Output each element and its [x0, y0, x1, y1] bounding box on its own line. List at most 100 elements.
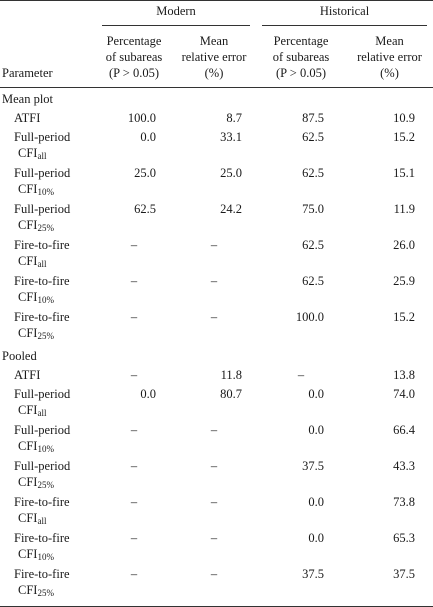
parameter-symbol-subscript: 10%: [37, 187, 54, 197]
column-header-modern-err: Mean relative error (%): [172, 29, 256, 88]
parameter-name: ATFI: [14, 111, 41, 125]
section-title: Mean plot: [2, 92, 54, 106]
value-cell: 75.0: [302, 202, 325, 216]
parameter-name: Fire-to-fire: [14, 495, 70, 509]
parameter-symbol: CFI25%: [14, 582, 96, 601]
value-cell: 65.3: [393, 531, 416, 545]
parameter-cell: Full-period CFI10%: [0, 422, 96, 458]
value-cell: 74.0: [393, 387, 416, 401]
column-header-historical-err: Mean relative error (%): [346, 29, 433, 88]
parameter-name: Full-period: [14, 459, 71, 473]
parameter-symbol-base: CFI: [18, 439, 38, 453]
value-cell: –: [130, 423, 138, 437]
value-cell: 11.9: [393, 202, 416, 216]
header-line: Mean: [199, 34, 229, 48]
parameter-symbol-subscript: 25%: [37, 331, 54, 341]
parameter-name: Fire-to-fire: [14, 531, 70, 545]
parameter-cell: Fire-to-fire CFIall: [0, 494, 96, 530]
table-row: Fire-to-fire CFI25% – –100.0 15.2: [0, 309, 433, 345]
parameter-cell: Fire-to-fire CFIall: [0, 237, 96, 273]
header-line: (%): [204, 66, 224, 80]
parameter-symbol-base: CFI: [18, 146, 38, 160]
parameter-name: Full-period: [14, 166, 71, 180]
section-row: Pooled: [0, 345, 433, 367]
parameter-symbol-base: CFI: [18, 547, 38, 561]
parameter-cell: Full-period CFI25%: [0, 458, 96, 494]
value-cell: 62.5: [302, 274, 325, 288]
table-row: Fire-to-fire CFI10% – –0.0 65.3: [0, 530, 433, 566]
column-header-modern-pct: Percentage of subareas (P > 0.05): [96, 29, 172, 88]
column-header-historical-pct: Percentage of subareas (P > 0.05): [256, 29, 346, 88]
parameter-symbol-base: CFI: [18, 583, 38, 597]
parameter-symbol: CFI25%: [14, 474, 96, 493]
parameter-cell: Full-period CFIall: [0, 129, 96, 165]
value-cell: 25.0: [134, 166, 156, 180]
header-line: of subareas: [105, 50, 163, 64]
value-cell: 13.8: [393, 368, 416, 382]
value-cell: –: [130, 495, 138, 509]
parameter-cell: Full-period CFI25%: [0, 201, 96, 237]
value-cell: 15.1: [393, 166, 416, 180]
value-cell: 80.7: [220, 387, 243, 401]
parameter-symbol: CFIall: [14, 145, 96, 164]
value-cell: 25.9: [393, 274, 416, 288]
header-line: (%): [380, 66, 399, 80]
value-cell: –: [130, 274, 138, 288]
parameter-cell: Full-period CFI10%: [0, 165, 96, 201]
value-cell: 73.8: [393, 495, 416, 509]
value-cell: 0.0: [308, 387, 325, 401]
parameter-cell: Fire-to-fire CFI25%: [0, 566, 96, 607]
table-row: Full-period CFI25% 62.5 24.2 75.0 11.9: [0, 201, 433, 237]
value-cell: 87.5: [302, 111, 325, 125]
table-row: Fire-to-fire CFI10% – – 62.5 25.9: [0, 273, 433, 309]
group-label-historical: Historical: [262, 4, 428, 26]
parameter-cell: Fire-to-fire CFI10%: [0, 273, 96, 309]
value-cell: 43.3: [393, 459, 416, 473]
section-row: Mean plot: [0, 88, 433, 111]
parameter-symbol-base: CFI: [18, 403, 38, 417]
table-row: Full-period CFI25% – –37.5 43.3: [0, 458, 433, 494]
value-cell: –: [210, 531, 218, 545]
value-cell: 0.0: [140, 130, 156, 144]
parameter-symbol-subscript: 25%: [37, 223, 54, 233]
value-cell: 26.0: [393, 238, 416, 252]
header-line: Percentage: [106, 34, 162, 48]
parameter-symbol: CFI10%: [14, 181, 96, 200]
parameter-symbol: CFI25%: [14, 217, 96, 236]
parameter-cell: ATFI: [0, 367, 96, 386]
parameter-symbol: CFIall: [14, 402, 96, 421]
parameter-cell: Fire-to-fire CFI10%: [0, 530, 96, 566]
parameter-cell: Fire-to-fire CFI25%: [0, 309, 96, 345]
table-body: Mean plot ATFI 100.0 8.7 87.5 10.9 Full-period…: [0, 88, 433, 607]
value-cell: –: [172, 566, 257, 607]
parameter-symbol-subscript: all: [37, 259, 47, 269]
parameter-name: Full-period: [14, 387, 71, 401]
value-cell: –: [210, 495, 218, 509]
parameter-name: Fire-to-fire: [14, 274, 70, 288]
parameter-symbol-base: CFI: [18, 254, 38, 268]
value-cell: –: [297, 368, 305, 382]
table-row: Full-period CFI10% – –0.0 66.4: [0, 422, 433, 458]
value-cell: –: [210, 274, 218, 288]
header-line: relative error: [357, 50, 422, 64]
parameter-symbol-subscript: 10%: [37, 444, 54, 454]
value-cell: 25.0: [220, 166, 243, 180]
header-line: Mean: [375, 34, 404, 48]
parameter-symbol-subscript: all: [37, 151, 47, 161]
value-cell: 24.2: [220, 202, 243, 216]
value-cell: –: [210, 310, 218, 324]
value-cell: –: [210, 423, 218, 437]
value-cell: –: [130, 459, 138, 473]
table-row: Fire-to-fire CFI25% – –37.5 37.5: [0, 566, 433, 607]
parameter-symbol: CFI10%: [14, 438, 96, 457]
parameter-symbol-base: CFI: [18, 511, 38, 525]
group-label-modern: Modern: [102, 4, 251, 26]
table-row: Full-period CFIall 0.0 33.1 62.5 15.2: [0, 129, 433, 165]
value-cell: –: [96, 566, 172, 607]
parameter-name: Fire-to-fire: [14, 310, 70, 324]
value-cell: 10.9: [393, 111, 416, 125]
table-row: ATFI – 11.8 – 13.8: [0, 367, 433, 386]
value-cell: 100.0: [127, 111, 156, 125]
